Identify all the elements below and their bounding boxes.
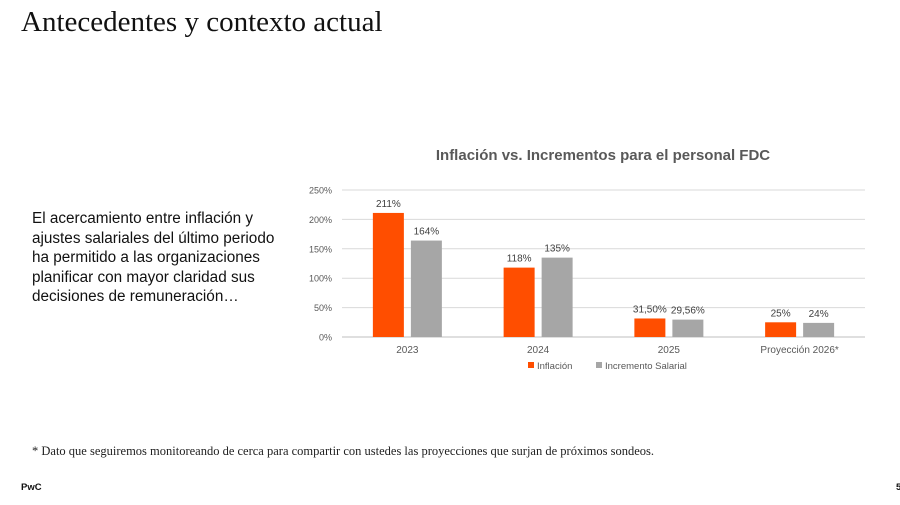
footnote: * Dato que seguiremos monitoreando de ce… [32,444,655,458]
data-label: 25% [771,308,791,319]
bar-inflacion [765,322,797,337]
x-tick-label: 2024 [527,345,550,356]
data-label: 164% [414,227,440,238]
legend-label: Incremento Salarial [605,361,687,372]
slide-title: Antecedentes y contexto actual [21,6,383,38]
x-tick-label: Proyección 2026* [760,345,838,356]
legend-swatch [528,362,534,368]
chart: Inflación vs. Incrementos para el person… [290,135,880,385]
data-label: 29,56% [671,306,705,317]
bar-inflacion [503,267,535,337]
y-tick-label: 50% [314,303,332,313]
data-label: 211% [376,199,401,210]
y-tick-label: 0% [319,333,332,343]
bar-incremento-salarial [541,257,573,337]
y-tick-label: 200% [309,215,332,225]
chart-title: Inflación vs. Incrementos para el person… [436,147,770,164]
y-tick-label: 150% [309,244,332,254]
brand-label: PwC [21,482,42,493]
legend-swatch [596,362,602,368]
bar-inflacion [634,318,666,337]
legend-label: Inflación [537,361,572,372]
body-text: El acercamiento entre inflación y ajuste… [32,210,275,305]
y-tick-label: 250% [309,186,332,196]
data-label: 135% [544,244,570,255]
bar-inflacion [372,212,404,337]
page-number: 5 [896,482,900,493]
data-label: 118% [507,254,532,265]
x-tick-label: 2025 [658,345,681,356]
data-label: 24% [809,309,829,320]
x-tick-label: 2023 [396,345,419,356]
data-label: 31,50% [633,304,667,315]
bar-incremento-salarial [803,322,835,337]
bar-incremento-salarial [410,240,442,337]
y-tick-label: 100% [309,274,332,284]
bar-incremento-salarial [672,319,704,337]
chart-svg: Inflación vs. Incrementos para el person… [309,147,865,372]
